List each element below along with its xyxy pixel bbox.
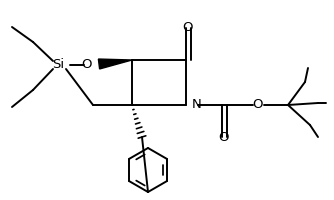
Text: O: O (219, 131, 229, 144)
Text: O: O (253, 98, 263, 112)
Text: Si: Si (52, 58, 64, 71)
Text: O: O (183, 21, 193, 34)
Text: N: N (192, 98, 202, 110)
Text: O: O (81, 58, 92, 72)
Polygon shape (99, 59, 132, 69)
